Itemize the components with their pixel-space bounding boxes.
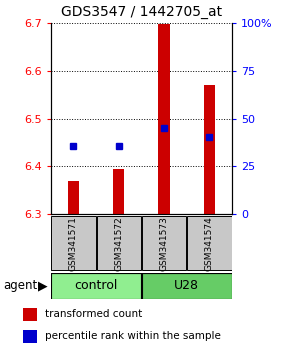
Text: GSM341571: GSM341571: [69, 216, 78, 271]
Bar: [158, 24, 170, 214]
Text: transformed count: transformed count: [45, 309, 142, 319]
Text: control: control: [74, 279, 118, 292]
Text: agent: agent: [3, 279, 37, 292]
Text: GSM341574: GSM341574: [205, 216, 214, 271]
Bar: [97, 217, 141, 270]
Bar: [23, 308, 37, 321]
Text: GSM341573: GSM341573: [160, 216, 168, 271]
Text: percentile rank within the sample: percentile rank within the sample: [45, 331, 221, 341]
Title: GDS3547 / 1442705_at: GDS3547 / 1442705_at: [61, 5, 222, 19]
Text: ▶: ▶: [38, 279, 47, 292]
Bar: [142, 217, 186, 270]
Bar: [51, 273, 141, 298]
Text: GSM341572: GSM341572: [114, 216, 123, 271]
Bar: [187, 217, 231, 270]
Bar: [68, 181, 79, 214]
Text: U28: U28: [174, 279, 199, 292]
Bar: [23, 330, 37, 343]
Bar: [204, 85, 215, 214]
Bar: [113, 169, 124, 214]
Bar: [51, 217, 96, 270]
Bar: [142, 273, 231, 298]
